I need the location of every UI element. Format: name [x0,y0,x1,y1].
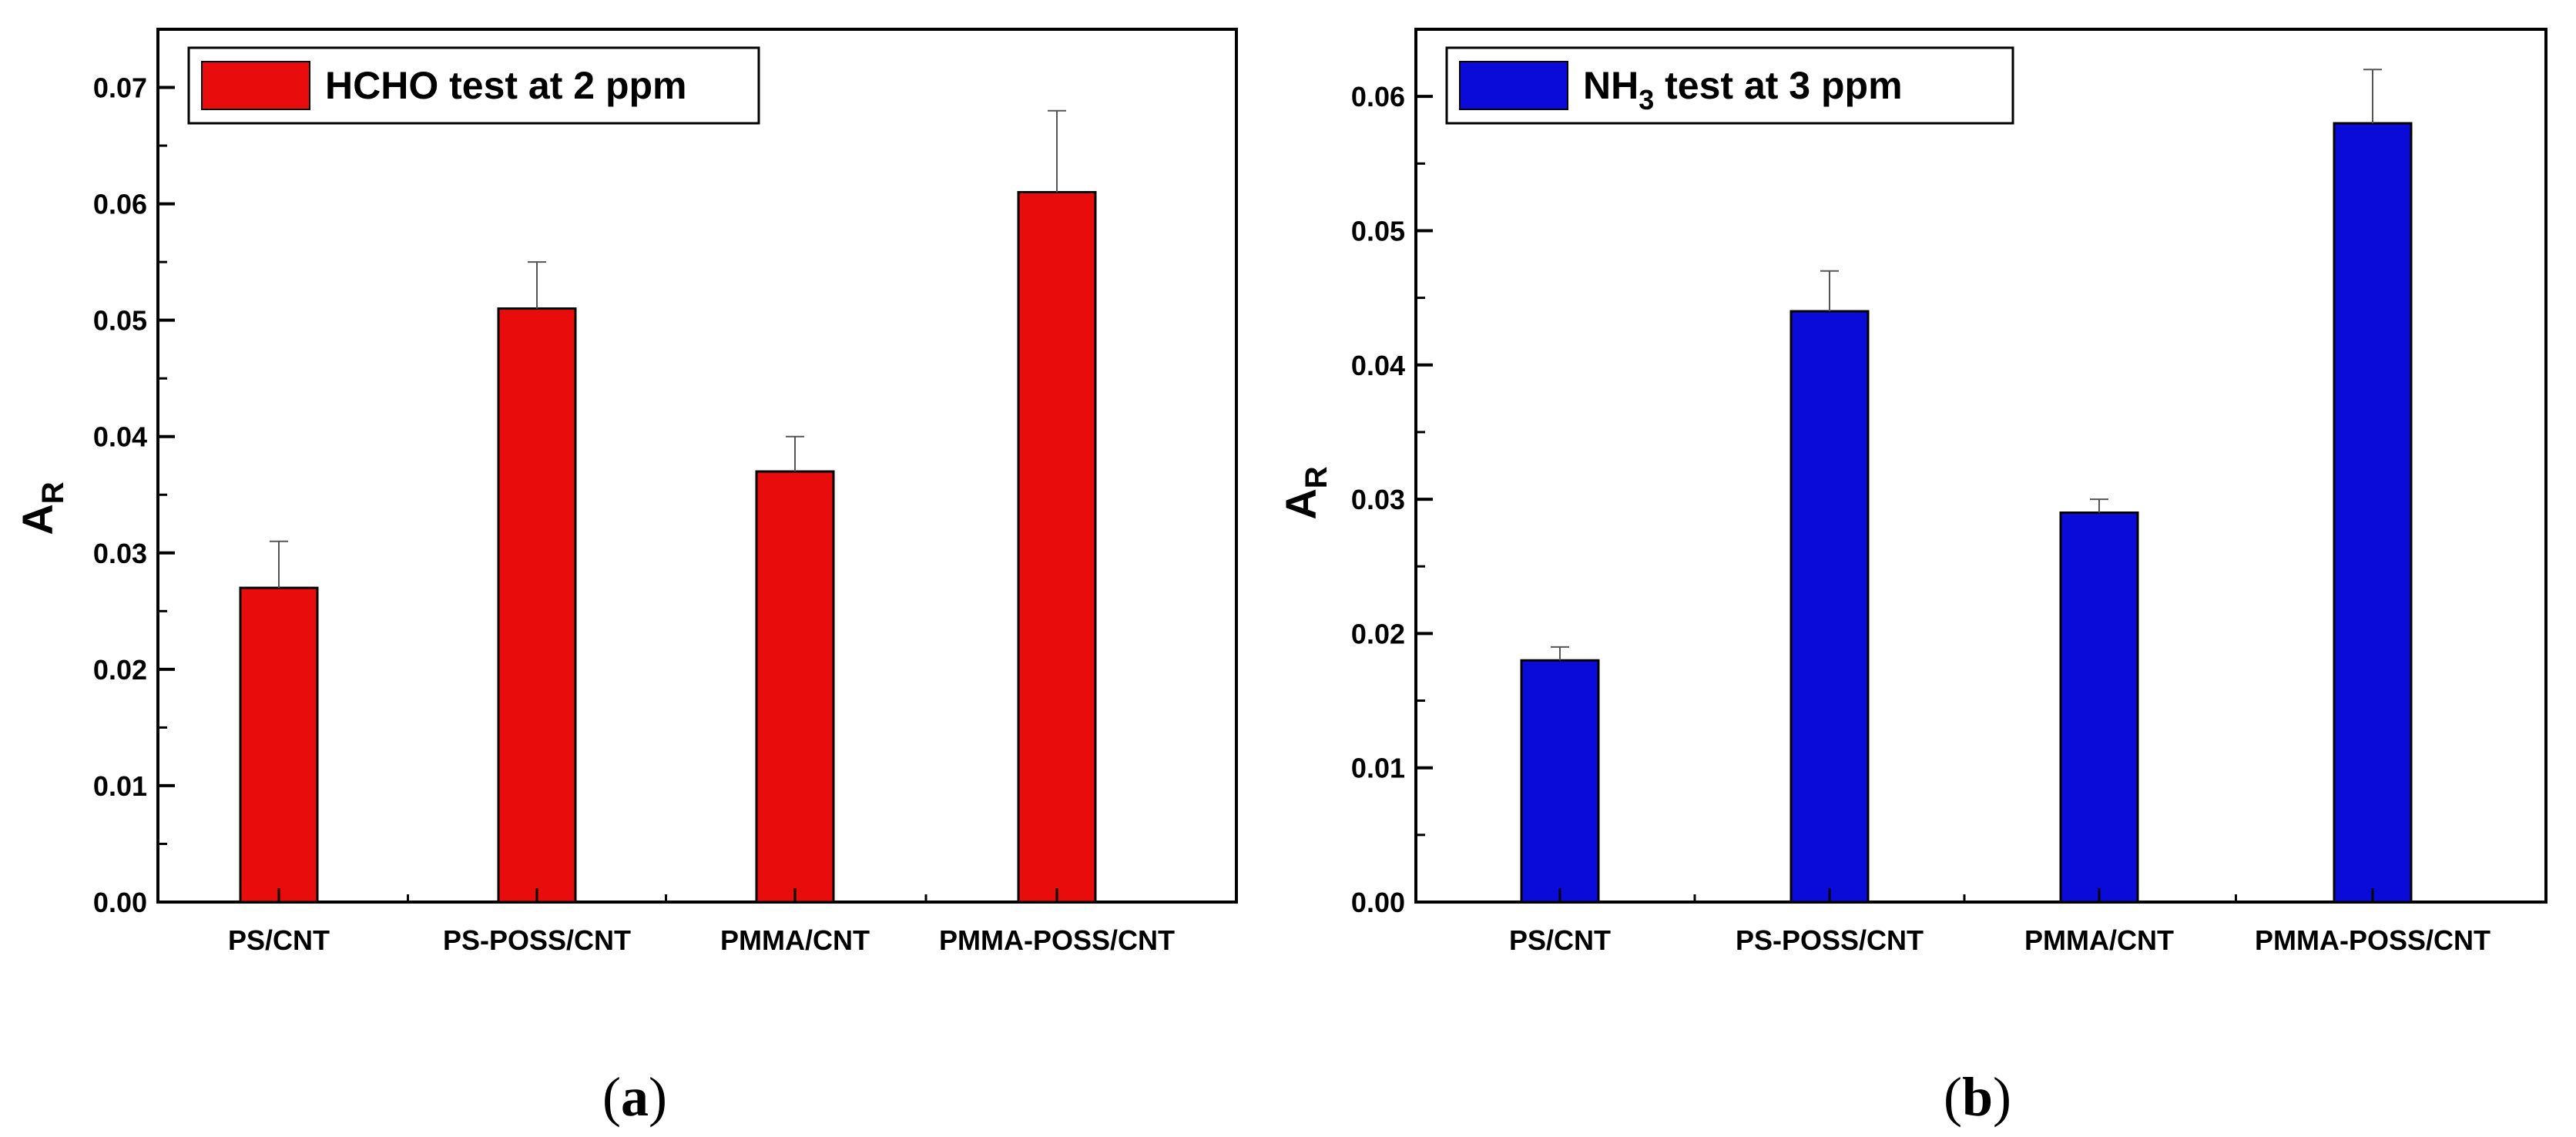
category-label: PMMA/CNT [720,924,870,956]
y-tick-label: 0.06 [93,189,147,220]
x-ticks-b [1558,888,2374,902]
bar [497,307,577,904]
panel-caption-b: (b) [1944,1066,2011,1128]
y-ticks-b [1416,28,1433,904]
y-ticks-a [158,86,175,904]
y-axis-label-b: AR [1276,466,1333,519]
category-label: PS/CNT [228,924,330,956]
error-bars-a [270,109,1066,589]
legend-swatch-b [1459,61,1568,110]
panel-letter-b: b [1962,1066,1993,1128]
y-axis-label-subscript: R [36,481,70,504]
y-tick-label: 0.04 [93,421,147,453]
panel-caption-a: (a) [602,1066,667,1128]
category-label: PMMA/CNT [2024,924,2174,956]
y-tick-label: 0.00 [93,887,147,918]
y-axis-label-a: AR [13,481,70,535]
category-labels-b: PS/CNT PS-POSS/CNT PMMA/CNT PMMA-POSS/CNT [1509,924,2490,956]
y-tick-label: 0.07 [93,72,147,104]
legend-b: NH3 test at 3 ppm [1445,46,2014,125]
y-tick-label: 0.05 [1351,215,1405,247]
panel-b-chart: 0.00 0.01 0.02 0.03 0.04 0.05 0.06 PS/CNT PS-PO… [1276,28,2547,1128]
y-tick-label: 0.05 [93,305,147,337]
legend-label-subscript: 3 [1639,84,1654,116]
y-axis-label-subscript: R [1300,466,1333,488]
category-label: PS-POSS/CNT [443,924,631,956]
category-label: PS/CNT [1509,924,1611,956]
bar [1017,190,1097,904]
bars-b [1520,122,2413,904]
bar [1520,659,1600,904]
y-tick-label: 0.01 [93,770,147,802]
y-tick-label: 0.00 [1351,887,1405,918]
panel-a-chart: 0.000.010.020.030.040.050.060.07 PS/CNT P… [13,28,1238,1128]
category-label: PS-POSS/CNT [1736,924,1924,956]
y-tick-label: 0.03 [1351,484,1405,515]
legend-a: HCHO test at 2 ppm [187,46,760,125]
legend-label-suffix: test at 3 ppm [1654,64,1902,107]
y-axis-label-main: A [1276,488,1325,519]
bar [1789,310,1870,904]
y-tick-labels-b: 0.00 0.01 0.02 0.03 0.04 0.05 0.06 [1351,81,1405,918]
category-label: PMMA-POSS/CNT [2255,924,2490,956]
bars-a [239,190,1097,904]
legend-swatch-a [201,61,310,110]
y-tick-label: 0.02 [93,654,147,686]
category-label: PMMA-POSS/CNT [939,924,1175,956]
category-labels-a: PS/CNT PS-POSS/CNT PMMA/CNT PMMA-POSS/CNT [228,924,1175,956]
y-tick-label: 0.04 [1351,350,1405,381]
y-axis-label-main: A [13,504,62,535]
y-tick-label: 0.03 [93,538,147,569]
x-ticks-a [277,888,1058,902]
legend-label-a: HCHO test at 2 ppm [325,64,687,107]
bar [755,470,835,904]
legend-label-b: NH3 test at 3 ppm [1583,64,1903,116]
panel-letter-a: a [621,1066,649,1128]
y-tick-label: 0.06 [1351,81,1405,112]
bar [2059,511,2139,904]
legend-label-main: NH [1583,64,1639,107]
bar [239,586,319,904]
y-tick-label: 0.01 [1351,753,1405,784]
y-tick-labels-a: 0.00 0.01 0.02 0.03 0.04 0.05 0.06 0.07 [93,72,147,918]
error-bars-b [1551,69,2382,661]
y-tick-label: 0.02 [1351,618,1405,649]
bar [2333,122,2413,904]
legend-label-main: HCHO test at 2 ppm [325,64,687,107]
